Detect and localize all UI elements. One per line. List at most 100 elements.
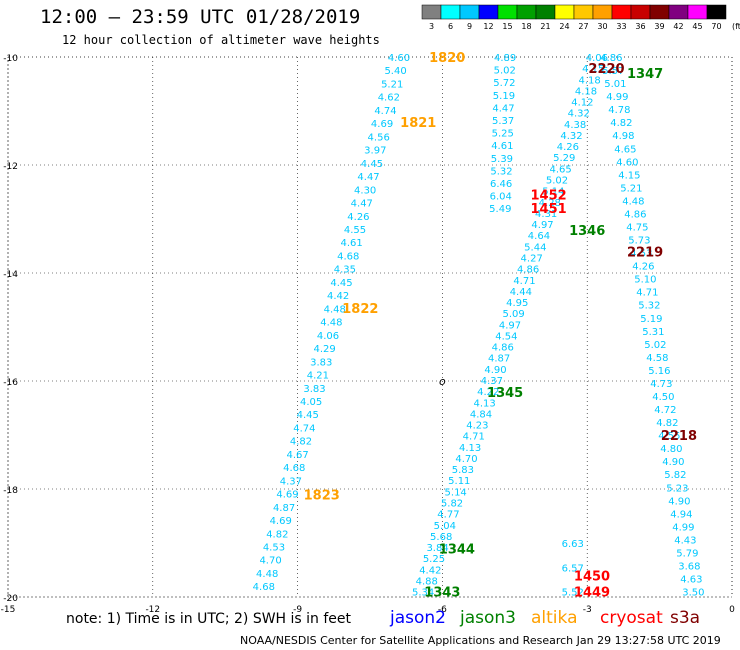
wave-height-label: 5.04	[434, 521, 456, 532]
colorbar-label: 45	[692, 22, 702, 31]
colorbar-swatch	[535, 4, 556, 20]
wave-height-label: 4.60	[616, 157, 638, 168]
wave-height-label: 4.90	[662, 457, 684, 468]
wave-height-label: 5.23	[666, 483, 688, 494]
wave-height-label: 4.82	[656, 418, 678, 429]
wave-height-label: 4.94	[670, 509, 692, 520]
colorbar-swatch	[668, 4, 689, 20]
x-tick-label: -6	[438, 605, 447, 615]
colorbar-label: 70	[711, 22, 721, 31]
wave-height-label: 4.86	[624, 209, 646, 220]
wave-height-label: 4.61	[491, 141, 513, 152]
wave-height-label: 4.99	[606, 92, 628, 103]
wave-height-label: 4.47	[351, 199, 373, 210]
wave-height-label: 5.79	[676, 548, 698, 559]
colorbar-swatch	[516, 4, 537, 20]
colorbar-swatch	[478, 4, 499, 20]
wave-height-label: 4.60	[388, 53, 410, 64]
wave-height-label: 5.37	[492, 116, 514, 127]
wave-height-label: 6.63	[562, 539, 584, 550]
wave-height-label: 4.65	[550, 164, 572, 175]
wave-height-label: 4.47	[357, 172, 379, 183]
wave-height-label: 5.02	[494, 66, 516, 77]
colorbar-swatch	[592, 4, 613, 20]
wave-height-label: 4.13	[474, 398, 496, 409]
wave-height-label: 6.04	[490, 192, 512, 203]
wave-height-label: 4.74	[293, 423, 315, 434]
colorbar-label: 6	[448, 22, 453, 31]
wave-height-label: 4.86	[517, 265, 539, 276]
time-label: 1345	[487, 386, 523, 401]
colorbar-label: 3	[429, 22, 434, 31]
wave-height-label: 5.21	[620, 183, 642, 194]
wave-height-label: 4.67	[286, 450, 308, 461]
wave-height-label: 4.21	[307, 371, 329, 382]
wave-height-label: 4.68	[337, 251, 359, 262]
wave-height-label: 4.86	[600, 53, 622, 64]
colorbar-label: 21	[540, 22, 550, 31]
wave-height-label: 4.56	[368, 132, 390, 143]
track-marker: o	[439, 375, 446, 388]
wave-height-label: 4.71	[636, 288, 658, 299]
time-label: 1450	[574, 569, 610, 584]
colorbar-swatch	[497, 4, 518, 20]
wave-height-label: 5.25	[423, 554, 445, 565]
wave-height-label: 4.48	[622, 196, 644, 207]
wave-height-label: 4.35	[334, 265, 356, 276]
wave-height-label: 5.34	[412, 588, 434, 599]
wave-height-label: 4.06	[317, 331, 339, 342]
time-label: 1344	[439, 542, 475, 557]
satellite-track: 4.60 5.40 5.21 4.62 4.74 4.69 4.56 3.97 4.45 4.47…	[253, 53, 410, 593]
wave-height-label: 4.61	[341, 238, 363, 249]
legend-altika: altika	[531, 608, 578, 628]
wave-height-label: 5.68	[430, 532, 452, 543]
colorbar-swatch	[440, 4, 461, 20]
wave-height-label: 4.53	[263, 543, 285, 554]
wave-height-label: 5.29	[553, 153, 575, 164]
wave-height-label: 4.28	[539, 198, 561, 209]
colorbar-label: 30	[597, 22, 607, 31]
wave-height-label: 5.16	[648, 366, 670, 377]
satellite-track: 4.89 5.025.72 5.194.47 5.37 5.254.61 5.395.32…	[489, 53, 516, 215]
wave-height-label: 4.65	[614, 144, 636, 155]
page-title: 12:00 — 23:59 UTC 01/28/2019	[40, 6, 361, 28]
wave-height-label: 4.30	[354, 185, 376, 196]
time-label: 1347	[627, 67, 663, 82]
time-label: 2218	[661, 429, 697, 444]
wave-height-label: 4.05	[300, 397, 322, 408]
wave-height-label: 4.26	[557, 142, 579, 153]
x-tick-label: -3	[583, 605, 592, 615]
wave-height-label: 4.80	[660, 444, 682, 455]
wave-height-label: 4.90	[484, 365, 506, 376]
wave-height-label: 5.57	[602, 66, 624, 77]
colorbar-swatch	[611, 4, 632, 20]
wave-height-label: 4.55	[658, 431, 680, 442]
wave-height-label: 4.15	[618, 170, 640, 181]
time-label: 1343	[424, 586, 460, 601]
colorbar-label: 33	[616, 22, 626, 31]
wave-height-label: 4.31	[535, 209, 557, 220]
colorbar-label: 39	[654, 22, 664, 31]
wave-height-label: 4.15	[582, 64, 604, 75]
wave-height-label: 3.84	[426, 543, 448, 554]
time-label: 2219	[627, 245, 663, 260]
legend-cryosat: cryosat	[600, 608, 663, 628]
colorbar-label: 24	[559, 22, 569, 31]
time-label: 1451	[530, 202, 566, 217]
wave-height-label: 5.44	[524, 242, 546, 253]
wave-height-label: 4.55	[344, 225, 366, 236]
wave-height-label: 5.72	[493, 78, 515, 89]
wave-height-label: 4.44	[510, 287, 532, 298]
wave-height-label: 4.87	[488, 354, 510, 365]
wave-height-label: 5.83	[452, 465, 474, 476]
wave-height-label: 5.31	[642, 327, 664, 338]
time-label: 1820	[429, 51, 465, 66]
wave-height-label: 4.71	[513, 276, 535, 287]
wave-height-label: 5.02	[644, 340, 666, 351]
y-tick-label: -20	[3, 594, 18, 604]
colorbar-swatch	[630, 4, 651, 20]
wave-height-label: 4.18	[578, 75, 600, 86]
wave-height-label: 4.26	[632, 262, 654, 273]
